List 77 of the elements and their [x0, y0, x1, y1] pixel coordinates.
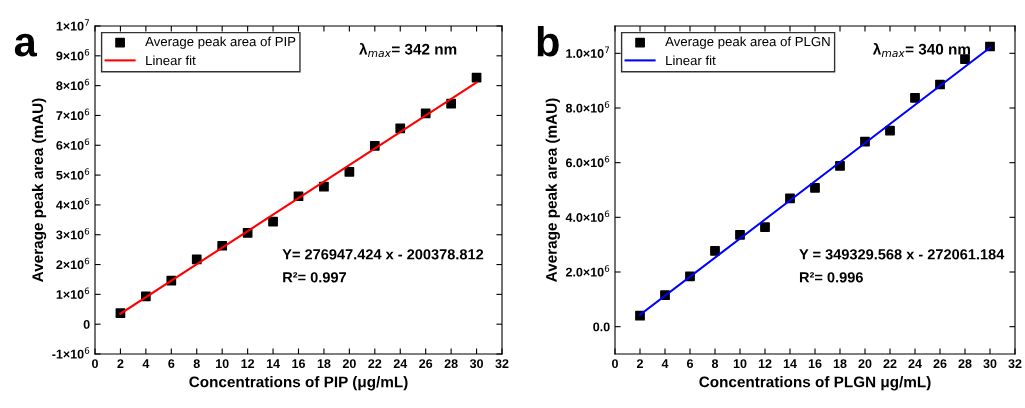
x-tick-label: 16 [808, 359, 822, 369]
legend-label: Average peak area of PLGN [665, 36, 830, 49]
annotation: Y= 276947.424 x - 200378.812 [282, 249, 484, 260]
y-tick-label: 5×10$^{6}$ [56, 168, 90, 180]
x-tick-label: 30 [469, 359, 483, 369]
point [960, 54, 970, 64]
x-tick-label: 20 [858, 359, 872, 369]
x-tick-label: 24 [908, 359, 922, 368]
point [319, 181, 329, 192]
annotation: R²= 0.996 [799, 272, 863, 283]
point [910, 93, 920, 103]
x-tick-label: 4 [142, 359, 150, 368]
point [268, 216, 278, 227]
x-tick-label: 8 [193, 359, 200, 369]
annotation: λ$_{max}$= 340 nm [872, 43, 970, 58]
x-tick-label: 32 [495, 359, 509, 369]
x-tick-label: 26 [933, 359, 947, 369]
x-tick-label: 2 [636, 359, 643, 368]
legend-label: Average peak area of PIP [145, 36, 296, 49]
x-tick-label: 2 [117, 359, 124, 368]
y-tick-label: 1×10$^{7}$ [56, 19, 89, 31]
x-tick-label: 30 [983, 359, 997, 369]
y-axis-title: Average peak area (mAU) [31, 98, 47, 282]
annotation: λ$_{max}$= 342 nm [359, 43, 457, 58]
y-tick-label: 9×10$^{6}$ [56, 48, 90, 61]
x-tick-label: 28 [958, 359, 972, 369]
y-tick-label: 8×10$^{6}$ [56, 78, 90, 91]
y-tick-label: 1.0×10$^{7}$ [566, 46, 610, 58]
y-tick-label: -1×10$^{6}$ [52, 347, 90, 359]
x-tick-label: 28 [444, 359, 458, 369]
x-tick-label: 8 [711, 359, 719, 369]
x-tick-label: 14 [783, 359, 797, 368]
annotation: R²= 0.997 [283, 272, 347, 283]
y-tick-label: 4×10$^{6}$ [56, 198, 90, 210]
y-tick-label: 2×10$^{6}$ [56, 257, 90, 270]
y-tick-label: 8.0×10$^{6}$ [565, 101, 610, 113]
point [885, 125, 895, 136]
x-tick-label: 20 [342, 359, 356, 369]
x-tick-label: 16 [292, 359, 305, 369]
x-tick-label: 10 [733, 359, 747, 369]
text: b [537, 26, 559, 57]
x-tick-label: 6 [168, 359, 175, 369]
point [710, 246, 720, 256]
x-tick-label: 10 [216, 359, 229, 369]
x-tick-label: 0 [612, 359, 618, 369]
y-tick-label: 4.0×10$^{6}$ [565, 210, 610, 222]
text: a [14, 33, 38, 57]
y-tick-label: 2.0×10$^{6}$ [565, 265, 610, 277]
x-tick-label: 14 [266, 359, 280, 368]
x-tick-label: 6 [686, 359, 694, 369]
point [810, 182, 820, 193]
y-tick-label: 0.0 [593, 322, 610, 332]
legend-label: Linear fit [146, 55, 196, 66]
x-tick-label: 4 [661, 359, 669, 368]
y-tick-label: 7×10$^{6}$ [56, 108, 90, 121]
y-tick-label: 3×10$^{6}$ [56, 227, 90, 240]
x-tick-label: 0 [92, 359, 98, 369]
x-tick-label: 22 [883, 359, 897, 368]
x-axis-title: Concentrations of PIP (μg/mL) [189, 376, 408, 391]
x-tick-label: 22 [368, 359, 382, 368]
x-tick-label: 26 [419, 359, 433, 369]
x-tick-label: 32 [1008, 359, 1022, 369]
y-tick-label: 0 [83, 319, 90, 329]
annotation: Y = 349329.568 x - 272061.184 [799, 249, 1005, 260]
y-tick-label: 1×10$^{6}$ [56, 287, 90, 299]
legend-label: Linear fit [666, 55, 716, 66]
y-tick-label: 6.0×10$^{6}$ [565, 155, 610, 168]
y-tick-label: 6×10$^{6}$ [56, 138, 90, 150]
point [760, 222, 770, 233]
x-tick-label: 12 [241, 359, 255, 368]
x-tick-label: 18 [317, 359, 331, 369]
point [344, 166, 355, 177]
x-tick-label: 12 [758, 359, 772, 368]
x-tick-label: 18 [833, 359, 847, 369]
x-tick-label: 24 [393, 359, 408, 368]
y-axis-title: Average peak area (mAU) [545, 98, 560, 282]
x-axis-title: Concentrations of PLGN μg/mL) [699, 376, 931, 391]
